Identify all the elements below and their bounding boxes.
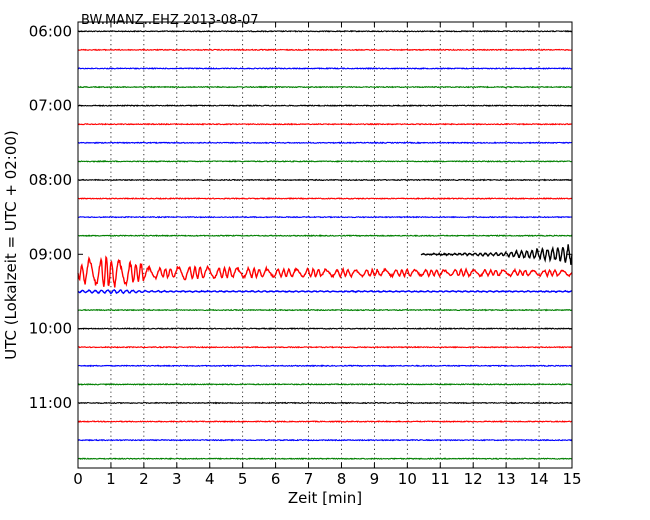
trace-0900 [420,244,573,265]
trace-0915 [77,255,573,288]
x-tick-label: 15 [562,470,581,488]
x-tick-label: 10 [398,470,417,488]
x-tick-label: 11 [431,470,450,488]
trace-0730 [77,141,573,145]
x-tick-label: 5 [238,470,248,488]
trace-0845 [77,234,573,238]
trace-0630 [77,67,573,70]
trace-0815 [77,197,573,200]
y-tick-label: 07:00 [29,97,72,115]
trace-0830 [77,215,573,219]
x-tick-label: 9 [370,470,380,488]
x-tick-label: 7 [304,470,314,488]
y-axis-label: UTC (Lokalzeit = UTC + 02:00) [2,130,20,360]
x-tick-label: 2 [139,470,149,488]
trace-1045 [77,382,573,386]
trace-1145 [77,457,573,461]
y-tick-label: 10:00 [29,320,72,338]
chart-title: BW.MANZ..EHZ 2013-08-07 [81,13,259,28]
trace-1100 [77,401,573,405]
trace-0800 [77,178,573,182]
x-tick-label: 8 [337,470,347,488]
x-axis-label: Zeit [min] [288,489,362,507]
x-tick-label: 1 [106,470,116,488]
trace-1030 [77,364,573,368]
x-tick-label: 3 [172,470,182,488]
trace-1115 [77,420,573,424]
trace-1015 [77,345,573,349]
x-tick-label: 0 [73,470,83,488]
trace-0645 [77,85,573,89]
y-tick-label: 09:00 [29,245,72,263]
trace-0700 [77,104,573,108]
axis-ticks [77,22,573,468]
trace-0745 [77,159,573,163]
trace-1130 [77,438,573,442]
trace-0615 [77,48,573,52]
grid-lines [110,22,540,468]
trace-0715 [77,122,573,126]
trace-0945 [77,308,573,312]
plot-frame [77,21,573,469]
y-tick-labels: 06:00 07:00 08:00 09:00 10:00 11:00 [29,22,72,412]
x-tick-label: 14 [530,470,549,488]
x-tick-labels: 0 1 2 3 4 5 6 7 8 9 10 11 12 13 14 15 [73,470,581,488]
seismogram-traces [77,29,573,461]
x-tick-label: 6 [271,470,281,488]
x-tick-label: 12 [464,470,483,488]
y-tick-label: 11:00 [29,394,72,412]
trace-0930 [77,289,573,295]
x-tick-label: 13 [497,470,516,488]
trace-0600 [77,29,573,33]
y-tick-label: 06:00 [29,22,72,40]
trace-1000 [77,327,573,330]
y-tick-label: 08:00 [29,171,72,189]
x-tick-label: 4 [205,470,215,488]
